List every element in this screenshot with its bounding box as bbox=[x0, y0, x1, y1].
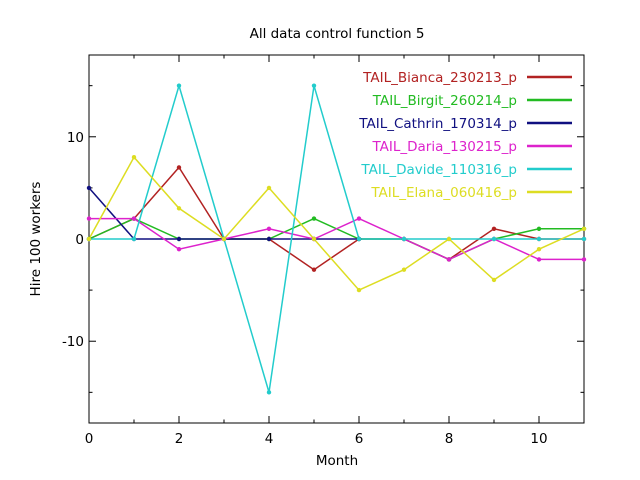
data-point bbox=[266, 390, 272, 395]
data-point bbox=[536, 236, 542, 242]
series-line-4 bbox=[89, 217, 584, 261]
data-point bbox=[491, 277, 497, 283]
data-point bbox=[176, 165, 182, 170]
data-point bbox=[446, 257, 452, 262]
data-point bbox=[311, 267, 317, 272]
data-point bbox=[221, 236, 227, 242]
data-point bbox=[311, 236, 317, 242]
data-point bbox=[311, 216, 317, 221]
x-tick-label: 0 bbox=[85, 431, 94, 447]
y-axis-label: Hire 100 workers bbox=[28, 182, 44, 297]
x-tick-label: 8 bbox=[445, 431, 454, 447]
series-line-3 bbox=[88, 187, 359, 240]
legend-label: TAIL_Birgit_260214_p bbox=[372, 93, 517, 109]
data-point bbox=[356, 287, 362, 293]
data-point bbox=[266, 226, 272, 231]
data-point bbox=[581, 226, 587, 231]
x-tick-label: 2 bbox=[175, 431, 184, 447]
data-point bbox=[176, 83, 182, 88]
data-point bbox=[86, 185, 92, 191]
x-axis-label: Month bbox=[316, 453, 358, 469]
data-point bbox=[131, 155, 137, 160]
data-point bbox=[581, 257, 587, 262]
y-tick-label: -10 bbox=[62, 334, 84, 350]
data-point bbox=[446, 236, 452, 242]
data-point bbox=[536, 226, 542, 231]
data-point bbox=[581, 236, 587, 242]
data-point bbox=[311, 83, 317, 88]
legend-label: TAIL_Cathrin_170314_p bbox=[358, 116, 517, 132]
series-line-1 bbox=[88, 166, 584, 271]
x-tick-label: 4 bbox=[265, 431, 274, 447]
data-point bbox=[536, 257, 542, 262]
data-point bbox=[131, 216, 137, 221]
data-point bbox=[131, 236, 137, 242]
data-point bbox=[176, 206, 182, 211]
x-tick-label: 6 bbox=[355, 431, 364, 447]
legend: TAIL_Bianca_230213_p TAIL_Birgit_260214_p… bbox=[358, 70, 572, 201]
data-point bbox=[536, 247, 542, 252]
data-point bbox=[401, 236, 407, 242]
legend-label: TAIL_Davide_110316_p bbox=[360, 162, 517, 178]
chart-title: All data control function 5 bbox=[250, 26, 425, 42]
data-point bbox=[86, 236, 92, 242]
data-point bbox=[491, 236, 497, 242]
series-line-6 bbox=[88, 155, 585, 292]
data-point bbox=[266, 236, 272, 242]
data-point bbox=[356, 216, 362, 221]
series-line-5 bbox=[89, 83, 584, 393]
data-point bbox=[401, 267, 407, 272]
y-tick-label: 10 bbox=[67, 130, 84, 146]
data-point bbox=[86, 216, 92, 221]
data-point bbox=[176, 236, 182, 242]
y-tick-label: 0 bbox=[75, 232, 84, 248]
data-point bbox=[176, 247, 182, 252]
data-point bbox=[266, 185, 272, 191]
data-point bbox=[491, 226, 497, 231]
legend-label: TAIL_Bianca_230213_p bbox=[362, 70, 517, 86]
data-point bbox=[356, 236, 362, 242]
x-tick-label: 10 bbox=[530, 431, 547, 447]
legend-label: TAIL_Daria_130215_p bbox=[371, 139, 517, 155]
legend-label: TAIL_Elana_060416_p bbox=[370, 185, 517, 201]
